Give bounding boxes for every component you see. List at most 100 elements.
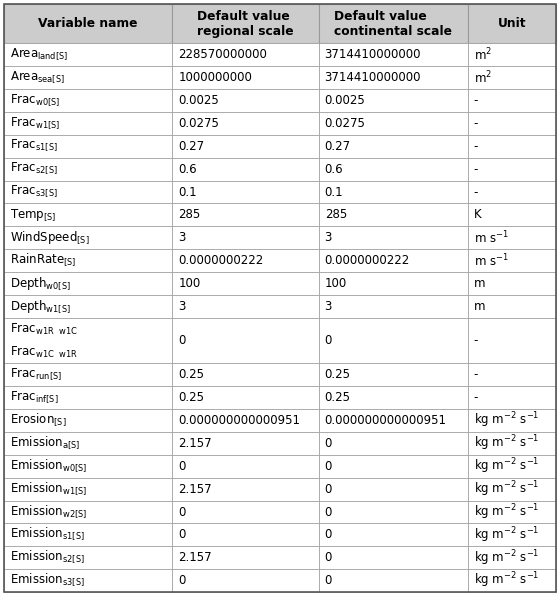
Text: Frac$_\mathregular{w1C\ \ w1R}$: Frac$_\mathregular{w1C\ \ w1R}$ [10, 344, 78, 359]
Bar [172, 158, 319, 181]
Bar [4, 158, 172, 181]
Bar [468, 409, 556, 432]
Text: Emission$_\mathregular{s2[S]}$: Emission$_\mathregular{s2[S]}$ [10, 549, 85, 566]
Bar [172, 318, 319, 364]
Bar [172, 523, 319, 547]
Text: m$^2$: m$^2$ [474, 70, 492, 86]
Bar [172, 455, 319, 478]
Text: m: m [474, 277, 485, 290]
Bar [468, 226, 556, 249]
Text: 0.27: 0.27 [178, 140, 204, 153]
Text: 0.000000000000951: 0.000000000000951 [178, 414, 300, 427]
Text: 0: 0 [325, 505, 332, 519]
Text: Depth$_\mathregular{w0[S]}$: Depth$_\mathregular{w0[S]}$ [10, 275, 71, 292]
Bar [319, 249, 468, 272]
Bar [468, 432, 556, 455]
Text: 0.0275: 0.0275 [178, 117, 219, 130]
Text: Variable name: Variable name [39, 17, 138, 30]
Bar [319, 135, 468, 158]
Text: 0: 0 [178, 334, 186, 347]
Bar [4, 4, 172, 44]
Text: 0: 0 [325, 334, 332, 347]
Bar [4, 318, 172, 364]
Text: 100: 100 [325, 277, 347, 290]
Bar [172, 249, 319, 272]
Bar [468, 295, 556, 318]
Bar [468, 158, 556, 181]
Text: Temp$_\mathregular{[S]}$: Temp$_\mathregular{[S]}$ [10, 207, 57, 223]
Bar [319, 364, 468, 386]
Bar [468, 386, 556, 409]
Text: Frac$_\mathregular{w0[S]}$: Frac$_\mathregular{w0[S]}$ [10, 92, 60, 108]
Text: Emission$_\mathregular{a[S]}$: Emission$_\mathregular{a[S]}$ [10, 435, 81, 452]
Text: -: - [474, 140, 478, 153]
Text: 0: 0 [178, 529, 186, 541]
Bar [319, 4, 468, 44]
Bar [319, 272, 468, 295]
Text: Frac$_\mathregular{w1[S]}$: Frac$_\mathregular{w1[S]}$ [10, 116, 60, 132]
Text: 0.0275: 0.0275 [325, 117, 366, 130]
Bar [468, 364, 556, 386]
Bar [319, 89, 468, 112]
Bar [172, 66, 319, 89]
Bar [172, 501, 319, 523]
Text: Area$_\mathregular{land[S]}$: Area$_\mathregular{land[S]}$ [10, 47, 68, 63]
Text: Emission$_\mathregular{s1[S]}$: Emission$_\mathregular{s1[S]}$ [10, 526, 85, 544]
Text: 0.25: 0.25 [325, 391, 351, 404]
Text: 0: 0 [325, 574, 332, 587]
Bar [468, 135, 556, 158]
Text: Frac$_\mathregular{s2[S]}$: Frac$_\mathregular{s2[S]}$ [10, 161, 58, 177]
Text: 285: 285 [325, 209, 347, 221]
Bar [468, 89, 556, 112]
Bar [4, 272, 172, 295]
Bar [319, 158, 468, 181]
Bar [172, 272, 319, 295]
Text: m s$^{-1}$: m s$^{-1}$ [474, 229, 508, 246]
Text: 100: 100 [178, 277, 200, 290]
Bar [319, 547, 468, 569]
Bar [172, 478, 319, 501]
Text: 0.6: 0.6 [178, 163, 197, 176]
Text: Depth$_\mathregular{w1[S]}$: Depth$_\mathregular{w1[S]}$ [10, 298, 71, 315]
Bar [172, 226, 319, 249]
Text: 3: 3 [178, 231, 186, 244]
Bar [4, 478, 172, 501]
Text: 0.1: 0.1 [178, 185, 197, 198]
Bar [319, 295, 468, 318]
Text: 0: 0 [325, 551, 332, 564]
Text: kg m$^{-2}$ s$^{-1}$: kg m$^{-2}$ s$^{-1}$ [474, 571, 539, 591]
Bar [4, 66, 172, 89]
Bar [4, 112, 172, 135]
Bar [172, 364, 319, 386]
Text: 0.0000000222: 0.0000000222 [178, 254, 264, 267]
Bar [468, 569, 556, 592]
Bar [319, 66, 468, 89]
Text: m s$^{-1}$: m s$^{-1}$ [474, 252, 508, 269]
Text: Unit: Unit [498, 17, 526, 30]
Bar [468, 66, 556, 89]
Bar [4, 181, 172, 203]
Bar [468, 4, 556, 44]
Text: 3: 3 [325, 231, 332, 244]
Text: 3714410000000: 3714410000000 [325, 72, 421, 84]
Text: 0.25: 0.25 [325, 368, 351, 381]
Text: kg m$^{-2}$ s$^{-1}$: kg m$^{-2}$ s$^{-1}$ [474, 479, 539, 499]
Bar [468, 181, 556, 203]
Text: 3: 3 [325, 300, 332, 313]
Text: kg m$^{-2}$ s$^{-1}$: kg m$^{-2}$ s$^{-1}$ [474, 457, 539, 476]
Bar [4, 44, 172, 66]
Bar [319, 318, 468, 364]
Text: -: - [474, 368, 478, 381]
Bar [319, 432, 468, 455]
Bar [468, 112, 556, 135]
Bar [172, 44, 319, 66]
Bar [468, 455, 556, 478]
Bar [172, 569, 319, 592]
Bar [319, 409, 468, 432]
Text: -: - [474, 391, 478, 404]
Text: 0.25: 0.25 [178, 391, 204, 404]
Bar [319, 181, 468, 203]
Bar [4, 455, 172, 478]
Bar [468, 523, 556, 547]
Bar [172, 4, 319, 44]
